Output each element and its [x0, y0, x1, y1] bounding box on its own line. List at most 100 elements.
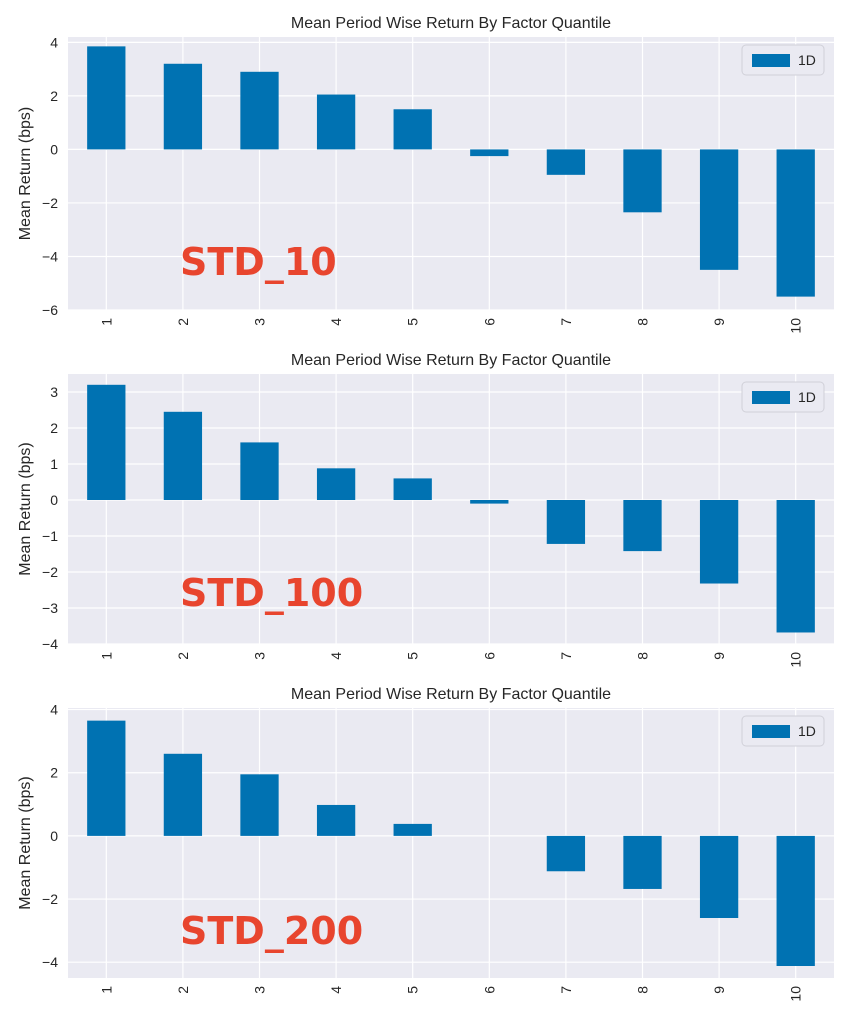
chart-title: Mean Period Wise Return By Factor Quanti… [291, 686, 611, 703]
x-tick-label: 10 [788, 986, 804, 1002]
bar-quantile-9 [699, 149, 739, 270]
x-tick-label: 8 [635, 318, 651, 326]
x-tick-label: 2 [175, 318, 191, 326]
bar-quantile-2 [163, 411, 203, 500]
y-tick-label: −2 [42, 564, 58, 580]
chart-svg: Mean Period Wise Return By Factor Quanti… [17, 352, 834, 668]
y-tick-label: −4 [42, 954, 58, 970]
bar-quantile-4 [316, 804, 356, 836]
x-tick-label: 4 [328, 986, 344, 994]
legend: 1D [741, 44, 825, 76]
bar-quantile-8 [623, 835, 662, 889]
legend-swatch [752, 391, 790, 404]
x-tick-label: 6 [481, 318, 497, 326]
y-tick-label: 2 [50, 765, 58, 781]
bar-quantile-5 [393, 478, 432, 500]
gridlines [68, 708, 834, 978]
factor-annotation: STD_100 [180, 571, 363, 615]
bar-quantile-8 [623, 149, 662, 213]
legend-swatch [752, 54, 790, 67]
x-tick-label: 5 [405, 318, 421, 326]
bar-quantile-5 [393, 823, 432, 836]
legend-label: 1D [798, 389, 816, 405]
chart-svg: Mean Period Wise Return By Factor Quanti… [17, 15, 834, 334]
y-tick-label: 2 [50, 420, 58, 436]
bar-quantile-4 [316, 94, 356, 150]
bar-quantile-4 [316, 468, 356, 500]
y-tick-label: −4 [42, 636, 58, 652]
bar-quantile-7 [546, 149, 586, 175]
chart-panel-std-200: Mean Period Wise Return By Factor Quanti… [0, 676, 847, 1024]
x-tick-label: 3 [252, 652, 268, 660]
x-tick-label: 10 [788, 652, 804, 668]
y-tick-label: −2 [42, 891, 58, 907]
chart-panel-std-100: Mean Period Wise Return By Factor Quanti… [0, 342, 847, 676]
x-tick-label: 2 [175, 652, 191, 660]
bar-quantile-9 [699, 500, 739, 584]
y-tick-label: −1 [42, 528, 58, 544]
x-tick-label: 6 [481, 986, 497, 994]
x-tick-label: 1 [98, 318, 114, 326]
x-tick-label: 4 [328, 318, 344, 326]
x-tick-label: 9 [711, 986, 727, 994]
x-tick-label: 2 [175, 986, 191, 994]
legend-label: 1D [798, 723, 816, 739]
bar-quantile-10 [776, 835, 815, 966]
y-tick-label: −6 [42, 302, 58, 318]
bar-quantile-2 [163, 753, 203, 836]
x-tick-label: 10 [788, 318, 804, 334]
chart-panel-std-10: Mean Period Wise Return By Factor Quanti… [0, 0, 847, 342]
x-tick-label: 8 [635, 986, 651, 994]
x-tick-label: 9 [711, 318, 727, 326]
y-tick-label: 4 [50, 702, 58, 718]
y-axis-label: Mean Return (bps) [17, 107, 34, 240]
x-tick-label: 6 [481, 652, 497, 660]
x-tick-label: 1 [98, 986, 114, 994]
bar-quantile-7 [546, 835, 586, 872]
bar-quantile-6 [470, 149, 509, 157]
legend-label: 1D [798, 52, 816, 68]
x-tick-label: 3 [252, 318, 268, 326]
x-tick-label: 5 [405, 986, 421, 994]
y-axis-label: Mean Return (bps) [17, 442, 34, 575]
x-tick-label: 7 [558, 318, 574, 326]
bar-quantile-3 [240, 442, 279, 500]
chart-title: Mean Period Wise Return By Factor Quanti… [291, 352, 611, 369]
y-tick-label: −3 [42, 600, 58, 616]
bar-quantile-2 [163, 63, 203, 150]
bar-quantile-3 [240, 71, 279, 150]
bar-quantile-7 [546, 500, 586, 544]
bar-quantile-10 [776, 500, 815, 633]
bar-quantile-9 [699, 835, 739, 918]
y-axis-label: Mean Return (bps) [17, 776, 34, 909]
bar-quantile-3 [240, 774, 279, 836]
bar-quantile-6 [470, 500, 509, 504]
x-tick-label: 5 [405, 652, 421, 660]
x-tick-label: 1 [98, 652, 114, 660]
y-tick-label: 4 [50, 34, 58, 50]
legend: 1D [741, 381, 825, 413]
y-tick-label: 2 [50, 88, 58, 104]
x-tick-label: 9 [711, 652, 727, 660]
bar-quantile-10 [776, 149, 815, 297]
y-tick-label: 0 [50, 141, 58, 157]
factor-annotation: STD_200 [180, 909, 363, 953]
y-tick-label: 0 [50, 492, 58, 508]
legend: 1D [741, 715, 825, 747]
legend-swatch [752, 725, 790, 738]
y-tick-label: 0 [50, 828, 58, 844]
factor-annotation: STD_10 [180, 240, 337, 284]
bar-quantile-1 [87, 384, 126, 500]
chart-svg: Mean Period Wise Return By Factor Quanti… [17, 686, 834, 1002]
x-tick-label: 7 [558, 986, 574, 994]
bar-quantile-1 [87, 720, 126, 836]
x-tick-label: 3 [252, 986, 268, 994]
x-tick-label: 4 [328, 652, 344, 660]
y-tick-label: 1 [50, 456, 58, 472]
y-tick-label: −4 [42, 248, 58, 264]
y-tick-label: 3 [50, 384, 58, 400]
x-tick-label: 8 [635, 652, 651, 660]
bar-quantile-8 [623, 500, 662, 552]
bar-quantile-1 [87, 46, 126, 150]
chart-title: Mean Period Wise Return By Factor Quanti… [291, 15, 611, 32]
